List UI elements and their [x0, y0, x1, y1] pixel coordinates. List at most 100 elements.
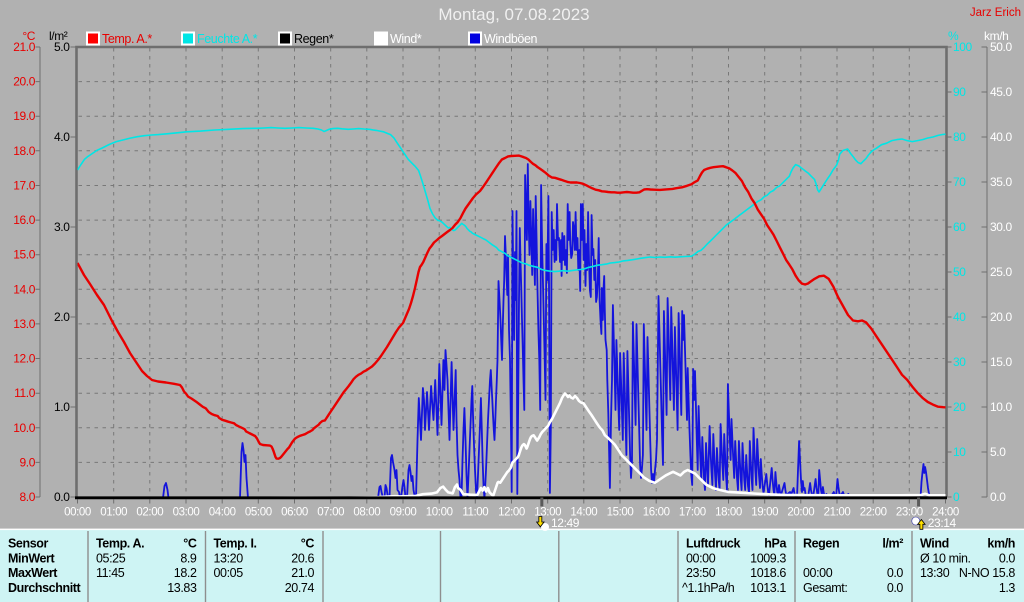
svg-text:15.0: 15.0 — [13, 248, 35, 262]
svg-text:Ø 10 min.: Ø 10 min. — [920, 551, 971, 565]
svg-text:30: 30 — [953, 355, 966, 369]
svg-text:0.0: 0.0 — [887, 581, 904, 595]
svg-text:22:00: 22:00 — [860, 507, 887, 519]
svg-text:17.0: 17.0 — [13, 179, 35, 193]
svg-text:Sensor: Sensor — [8, 537, 49, 551]
svg-text:15:00: 15:00 — [607, 507, 634, 519]
svg-text:N-NO 15.8: N-NO 15.8 — [959, 566, 1016, 580]
svg-text:05:00: 05:00 — [245, 507, 272, 519]
svg-text:50: 50 — [953, 265, 966, 279]
svg-text:02:00: 02:00 — [136, 507, 163, 519]
svg-text:00:00: 00:00 — [686, 551, 716, 565]
svg-text:100: 100 — [953, 40, 973, 54]
svg-text:l/m²: l/m² — [882, 537, 903, 551]
svg-text:20.0: 20.0 — [13, 75, 35, 89]
svg-text:18:00: 18:00 — [715, 507, 742, 519]
svg-text:13.83: 13.83 — [167, 581, 197, 595]
svg-text:08:00: 08:00 — [353, 507, 380, 519]
svg-text:°C: °C — [301, 537, 315, 551]
svg-text:Temp. A.*: Temp. A.* — [102, 32, 152, 46]
svg-text:Windböen: Windböen — [484, 32, 538, 46]
svg-text:1013.1: 1013.1 — [750, 581, 786, 595]
svg-text:14.0: 14.0 — [13, 282, 35, 296]
svg-text:45.0: 45.0 — [990, 85, 1012, 99]
svg-text:Temp. A.: Temp. A. — [96, 537, 144, 551]
svg-text:11:00: 11:00 — [462, 507, 488, 519]
svg-text:24:00: 24:00 — [932, 507, 959, 519]
svg-text:Montag, 07.08.2023: Montag, 07.08.2023 — [438, 5, 589, 24]
svg-text:9.0: 9.0 — [20, 455, 36, 469]
svg-text:0.0: 0.0 — [999, 551, 1016, 565]
svg-text:07:00: 07:00 — [317, 507, 344, 519]
svg-text:70: 70 — [953, 175, 966, 189]
svg-text:21.0: 21.0 — [291, 566, 314, 580]
svg-text:05:25: 05:25 — [96, 551, 126, 565]
svg-text:80: 80 — [953, 130, 966, 144]
svg-text:4.0: 4.0 — [54, 130, 70, 144]
svg-text:50.0: 50.0 — [990, 40, 1012, 54]
svg-text:Temp. I.: Temp. I. — [214, 537, 257, 551]
svg-text:06:00: 06:00 — [281, 507, 308, 519]
svg-text:19:00: 19:00 — [751, 507, 778, 519]
svg-text:0.0: 0.0 — [990, 490, 1006, 504]
svg-text:20.6: 20.6 — [291, 551, 314, 565]
svg-text:1018.6: 1018.6 — [750, 566, 786, 580]
svg-text:13.0: 13.0 — [13, 317, 35, 331]
svg-text:°C: °C — [183, 537, 197, 551]
svg-text:1.3: 1.3 — [999, 581, 1016, 595]
svg-text:40.0: 40.0 — [990, 130, 1012, 144]
svg-text:8.9: 8.9 — [180, 551, 197, 565]
svg-text:10:00: 10:00 — [426, 507, 453, 519]
svg-text:MinWert: MinWert — [8, 551, 56, 565]
svg-text:Wind*: Wind* — [390, 32, 422, 46]
svg-text:8.0: 8.0 — [20, 490, 36, 504]
svg-text:12.0: 12.0 — [13, 352, 35, 366]
svg-text:Gesamt:: Gesamt: — [803, 581, 847, 595]
svg-text:°C: °C — [22, 29, 35, 43]
svg-text:hPa: hPa — [764, 537, 787, 551]
svg-text:13:20: 13:20 — [214, 551, 244, 565]
svg-text:3.0: 3.0 — [54, 220, 70, 234]
svg-text:21.0: 21.0 — [13, 40, 35, 54]
svg-text:35.0: 35.0 — [990, 175, 1012, 189]
svg-text:Wind: Wind — [920, 537, 949, 551]
svg-text:13:30: 13:30 — [920, 566, 950, 580]
svg-text:25.0: 25.0 — [990, 265, 1012, 279]
svg-text:Feuchte A.*: Feuchte A.* — [197, 32, 258, 46]
svg-text:17:00: 17:00 — [679, 507, 706, 519]
svg-text:23:50: 23:50 — [686, 566, 716, 580]
svg-text:Regen: Regen — [803, 537, 839, 551]
svg-text:19.0: 19.0 — [13, 109, 35, 123]
svg-text:20: 20 — [953, 400, 966, 414]
svg-text:Regen*: Regen* — [294, 32, 334, 46]
svg-text:MaxWert: MaxWert — [8, 566, 58, 580]
svg-text:1.0: 1.0 — [54, 400, 70, 414]
svg-text:00:00: 00:00 — [64, 507, 91, 519]
svg-text:12:00: 12:00 — [498, 507, 525, 519]
svg-text:l/m²: l/m² — [49, 29, 68, 43]
svg-text:10.0: 10.0 — [13, 421, 35, 435]
svg-text:16.0: 16.0 — [13, 213, 35, 227]
svg-text:20.0: 20.0 — [990, 310, 1012, 324]
svg-text:20.74: 20.74 — [285, 581, 315, 595]
svg-text:09:00: 09:00 — [390, 507, 417, 519]
svg-text:11.0: 11.0 — [14, 386, 36, 400]
svg-text:2.0: 2.0 — [54, 310, 70, 324]
svg-text:03:00: 03:00 — [173, 507, 200, 519]
svg-text:90: 90 — [953, 85, 966, 99]
svg-text:10: 10 — [953, 445, 966, 459]
svg-text:00:00: 00:00 — [803, 566, 833, 580]
svg-text:0.0: 0.0 — [54, 490, 70, 504]
svg-text:12:49: 12:49 — [551, 516, 580, 530]
svg-text:Durchschnitt: Durchschnitt — [8, 581, 82, 595]
svg-text:^1.1hPa/h: ^1.1hPa/h — [682, 581, 735, 595]
svg-text:18.2: 18.2 — [174, 566, 197, 580]
svg-text:km/h: km/h — [984, 29, 1008, 43]
svg-text:04:00: 04:00 — [209, 507, 236, 519]
svg-text:23:14: 23:14 — [928, 516, 957, 530]
svg-text:14:00: 14:00 — [570, 507, 597, 519]
svg-text:Luftdruck: Luftdruck — [686, 537, 740, 551]
svg-text:16:00: 16:00 — [643, 507, 670, 519]
svg-text:0: 0 — [953, 490, 960, 504]
svg-text:Jarz Erich: Jarz Erich — [970, 7, 1021, 19]
